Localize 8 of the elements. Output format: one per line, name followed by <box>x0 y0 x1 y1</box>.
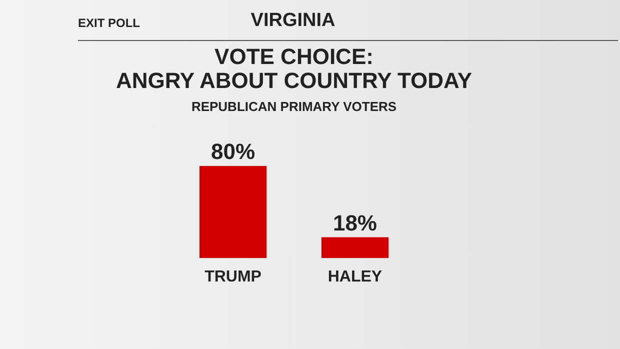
data-label: 18% <box>332 210 377 236</box>
x-tick-label: TRUMP <box>204 268 262 286</box>
text: VIRGINIA <box>250 10 336 31</box>
text: EXIT POLL <box>78 16 140 30</box>
x-tick-label: HALEY <box>328 268 382 286</box>
chart-title: VOTE CHOICE: ANGRY ABOUT COUNTRY TODAY <box>116 44 472 93</box>
data-label: 80% <box>211 139 256 164</box>
chart-subtitle: REPUBLICAN PRIMARY VOTERS <box>191 99 397 114</box>
